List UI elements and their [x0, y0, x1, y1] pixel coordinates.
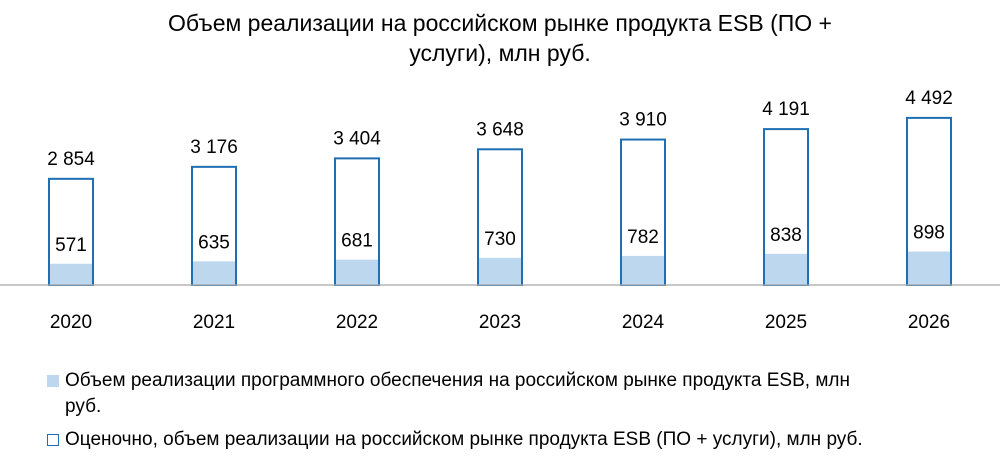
data-label-total-2022: 3 404 [333, 128, 381, 149]
bar-software-2020 [50, 263, 92, 285]
legend-label-software-line-2: руб. [65, 396, 102, 417]
x-tick-label-2025: 2025 [765, 312, 807, 333]
x-tick-label-2020: 2020 [50, 312, 92, 333]
bar-software-2023 [479, 257, 521, 285]
legend-label-software-line-1: Объем реализации программного обеспечени… [65, 370, 850, 391]
data-label-software-2024: 782 [627, 227, 659, 248]
chart-title: Объем реализации на российском рынке про… [0, 8, 1000, 68]
x-tick-label-2023: 2023 [479, 312, 521, 333]
data-label-total-2026: 4 492 [905, 88, 953, 109]
data-label-total-2021: 3 176 [190, 137, 238, 158]
labels-group: 2 854 571 2020 3 176 635 2021 3 404 681 2022 3 64… [47, 88, 953, 333]
data-label-software-2022: 681 [341, 231, 373, 252]
data-label-software-2026: 898 [913, 223, 945, 244]
legend-item-total: Оценочно, объем реализации на российском… [47, 427, 977, 453]
data-label-software-2021: 635 [198, 232, 230, 253]
legend-item-software: Объем реализации программного обеспечени… [47, 368, 977, 420]
legend: Объем реализации программного обеспечени… [47, 368, 977, 453]
data-label-total-2020: 2 854 [47, 149, 95, 170]
chart-title-line-1: Объем реализации на российском рынке про… [168, 10, 832, 36]
bar-software-2024 [622, 255, 664, 285]
x-tick-label-2022: 2022 [336, 312, 378, 333]
legend-label-total: Оценочно, объем реализации на российском… [65, 429, 863, 450]
chart-title-line-2: услуги), млн руб. [409, 40, 591, 66]
data-label-total-2023: 3 648 [476, 119, 524, 140]
data-label-software-2025: 838 [770, 225, 802, 246]
data-label-total-2025: 4 191 [762, 99, 810, 120]
data-label-total-2024: 3 910 [619, 110, 667, 131]
x-tick-label-2021: 2021 [193, 312, 235, 333]
x-tick-label-2026: 2026 [908, 312, 950, 333]
data-label-software-2020: 571 [55, 235, 87, 256]
bar-software-2022 [336, 259, 378, 285]
bar-software-2025 [765, 253, 807, 285]
bars-group [48, 116, 952, 287]
x-tick-label-2024: 2024 [622, 312, 665, 333]
legend-swatch-total [47, 434, 59, 446]
bar-software-2021 [193, 261, 235, 285]
data-label-software-2023: 730 [484, 229, 516, 250]
legend-swatch-software [47, 375, 59, 387]
bar-software-2026 [908, 251, 950, 285]
